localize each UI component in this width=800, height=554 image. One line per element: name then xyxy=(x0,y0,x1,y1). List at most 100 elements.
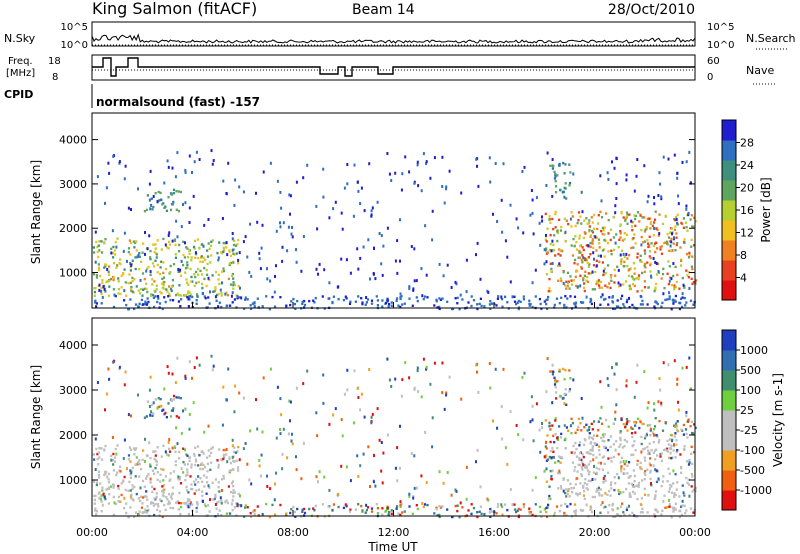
power-cell xyxy=(678,307,681,311)
velocity-cell xyxy=(334,407,337,411)
velocity-cell xyxy=(228,470,231,474)
velocity-cell xyxy=(556,437,559,440)
velocity-cell xyxy=(597,489,600,492)
power-cell xyxy=(214,270,218,274)
velocity-cell xyxy=(206,462,210,465)
power-cell xyxy=(431,238,434,242)
velocity-cell xyxy=(661,429,665,432)
velocity-cell xyxy=(676,428,679,432)
power-cell xyxy=(262,170,265,174)
power-cell xyxy=(296,299,299,303)
velocity-cell xyxy=(201,499,204,503)
power-cell xyxy=(530,189,533,192)
nsky-line xyxy=(91,33,696,44)
power-cell xyxy=(168,240,171,244)
velocity-cell xyxy=(620,470,623,473)
nsky-tick-high: 10^5 xyxy=(61,22,88,33)
power-cell xyxy=(211,239,214,242)
power-cell xyxy=(660,245,663,248)
power-cell xyxy=(648,255,651,258)
power-cell xyxy=(545,298,548,302)
power-cell xyxy=(211,162,214,166)
velocity-cell xyxy=(94,507,97,510)
power-cell xyxy=(679,301,682,305)
power-cell xyxy=(619,230,622,233)
power-cell xyxy=(217,256,220,260)
power-cell xyxy=(670,308,673,311)
velocity-cell xyxy=(683,448,686,452)
power-cell xyxy=(564,182,567,185)
power-cell xyxy=(356,180,359,184)
velocity-cell xyxy=(269,367,272,371)
velocity-cell xyxy=(143,510,146,514)
velocity-cell xyxy=(117,495,120,499)
power-cell xyxy=(597,279,600,282)
velocity-cell xyxy=(228,456,231,459)
power-cell xyxy=(688,251,691,255)
velocity-cell xyxy=(201,467,204,471)
power-cell xyxy=(134,241,137,245)
power-cell xyxy=(632,237,635,240)
power-cell xyxy=(591,238,594,241)
velocity-cell xyxy=(340,418,343,422)
power-cell xyxy=(601,249,604,252)
velocity-cell xyxy=(546,357,549,361)
power-cell xyxy=(578,256,581,259)
velocity-cell xyxy=(656,454,659,457)
velocity-cell xyxy=(206,456,209,459)
power-cell xyxy=(584,270,587,273)
velocity-cell xyxy=(191,503,194,506)
power-cell xyxy=(650,274,652,278)
colorbar-swatch xyxy=(722,430,736,451)
velocity-cell xyxy=(569,424,572,428)
power-cell xyxy=(357,189,360,193)
velocity-cell xyxy=(177,508,180,511)
velocity-cell xyxy=(666,449,669,452)
velocity-cell xyxy=(238,391,241,395)
velocity-cell xyxy=(623,445,626,448)
velocity-cell xyxy=(133,453,136,456)
power-cell xyxy=(690,245,693,248)
velocity-cell xyxy=(571,491,574,494)
power-cell xyxy=(169,208,173,212)
power-cell xyxy=(653,221,656,224)
power-cell xyxy=(93,251,96,254)
power-cell xyxy=(99,274,102,278)
velocity-ylabel: Slant Range [km] xyxy=(29,365,43,469)
velocity-cell xyxy=(612,443,615,446)
power-cell xyxy=(594,235,597,239)
power-cell xyxy=(680,264,683,267)
velocity-cell xyxy=(289,400,292,404)
power-cell xyxy=(234,244,238,247)
power-cell xyxy=(552,248,555,252)
velocity-cell xyxy=(601,468,604,471)
power-cell xyxy=(639,259,642,262)
velocity-cell xyxy=(582,455,585,459)
power-cell xyxy=(680,297,683,300)
power-cell xyxy=(260,246,263,250)
power-cell xyxy=(150,203,153,207)
nsky-panel xyxy=(91,21,696,47)
velocity-cell xyxy=(604,479,607,482)
velocity-cell xyxy=(674,425,677,428)
power-cell xyxy=(236,295,239,298)
power-cell xyxy=(143,210,146,213)
velocity-cell xyxy=(637,485,640,488)
power-cell xyxy=(115,245,118,249)
power-cell xyxy=(603,255,606,258)
power-cell xyxy=(372,272,375,276)
velocity-cell xyxy=(101,503,104,507)
velocity-cell xyxy=(403,510,406,513)
power-cell xyxy=(178,284,181,287)
velocity-cell xyxy=(151,490,154,494)
velocity-cell xyxy=(545,510,548,514)
velocity-cell xyxy=(231,455,234,459)
velocity-cell xyxy=(624,426,627,429)
power-cell xyxy=(386,226,389,230)
velocity-cell xyxy=(171,372,174,376)
velocity-cell xyxy=(639,511,642,514)
velocity-cell xyxy=(276,385,279,389)
power-cell xyxy=(433,156,436,160)
velocity-cell xyxy=(562,396,565,400)
power-cell xyxy=(113,293,116,297)
